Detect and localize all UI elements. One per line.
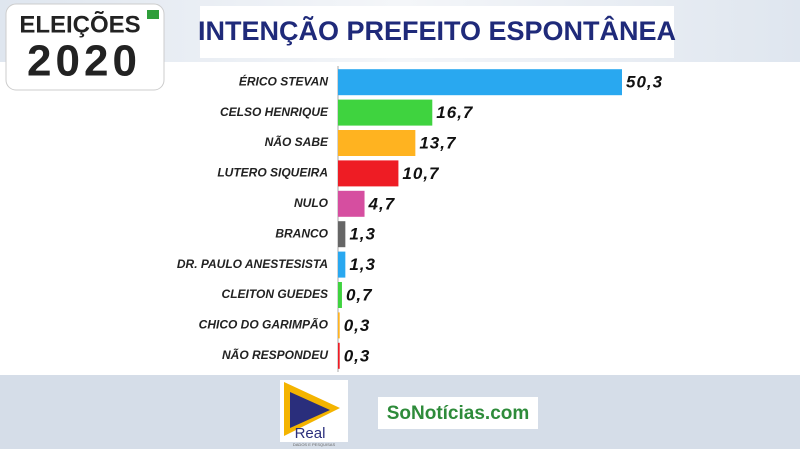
category-label: DR. PAULO ANESTESISTA	[177, 257, 328, 271]
category-label: ÉRICO STEVAN	[239, 73, 328, 88]
category-label: CLEITON GUEDES	[222, 287, 328, 301]
bar	[338, 69, 622, 96]
badge-line1: ELEIÇÕES	[19, 10, 140, 38]
bar	[338, 130, 416, 156]
value-label: 1,3	[349, 225, 376, 244]
logo2-text: SoNotícias.com	[387, 403, 530, 424]
category-label: LUTERO SIQUEIRA	[217, 166, 328, 180]
bar	[338, 190, 365, 217]
value-label: 1,3	[349, 255, 376, 274]
badge-line2: 2020	[27, 37, 141, 86]
bar	[338, 99, 433, 126]
logo1-text: Real	[295, 425, 326, 442]
bar	[338, 342, 340, 369]
bar	[338, 251, 346, 278]
value-label: 50,3	[626, 73, 663, 92]
value-label: 4,7	[368, 194, 396, 213]
category-label: BRANCO	[275, 226, 328, 240]
value-label: 0,7	[346, 285, 373, 304]
bar	[338, 282, 342, 308]
badge-flag	[147, 10, 159, 19]
bar	[338, 312, 340, 339]
title-box	[200, 6, 674, 58]
category-label: NÃO RESPONDEU	[222, 347, 328, 362]
logo1-subtext: DADOS E PESQUISAS	[293, 442, 336, 447]
value-label: 16,7	[436, 103, 474, 122]
bar	[338, 160, 399, 187]
badge	[5, 3, 165, 91]
category-label: NULO	[294, 196, 329, 210]
category-label: CHICO DO GARIMPÃO	[199, 317, 329, 332]
chart-title: INTENÇÃO PREFEITO ESPONTÂNEA	[198, 15, 676, 46]
logo1-mark-inner	[290, 392, 330, 428]
logo2-box	[378, 397, 538, 429]
value-label: 0,3	[344, 346, 371, 365]
category-label: CELSO HENRIQUE	[220, 105, 329, 119]
value-label: 0,3	[344, 316, 371, 335]
bar	[338, 221, 346, 248]
value-label: 13,7	[419, 133, 457, 152]
value-label: 10,7	[402, 164, 440, 183]
category-label: NÃO SABE	[265, 134, 329, 149]
